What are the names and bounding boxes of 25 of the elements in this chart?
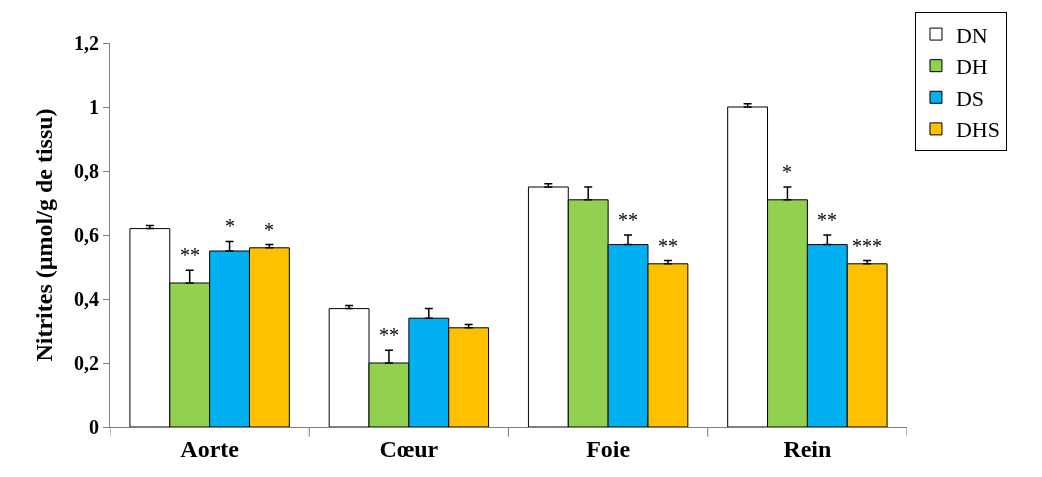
y-tick-label: 0 [89,416,99,438]
annotation: ** [379,324,399,346]
annotation: ** [658,235,678,257]
annotation: ** [180,244,200,266]
x-tick-label: Rein [783,435,832,462]
y-tick-label: 0,6 [74,224,99,246]
annotation: * [225,215,235,237]
y-tick-label: 0,8 [74,160,99,182]
x-tick-label: Aorte [180,435,240,462]
y-tick-label: 1 [89,96,99,118]
y-tick-label: 1,2 [74,32,99,54]
legend-label: DHS [955,117,1000,143]
annotation: ** [817,209,837,231]
x-tick-label: Cœur [379,435,439,462]
y-tick-label: 0,4 [74,288,99,310]
annotation: * [782,161,792,183]
annotation: * [264,219,274,241]
legend-label: DH [955,54,988,80]
x-tick-label: Foie [586,435,631,462]
annotation: ** [618,209,638,231]
legend-label: DN [955,22,988,48]
annotation: *** [852,235,882,257]
legend-label: DS [955,85,985,111]
y-axis-title: Nitrites (µmol/g de tissu) [31,108,58,362]
y-tick-label: 0,2 [74,352,99,374]
